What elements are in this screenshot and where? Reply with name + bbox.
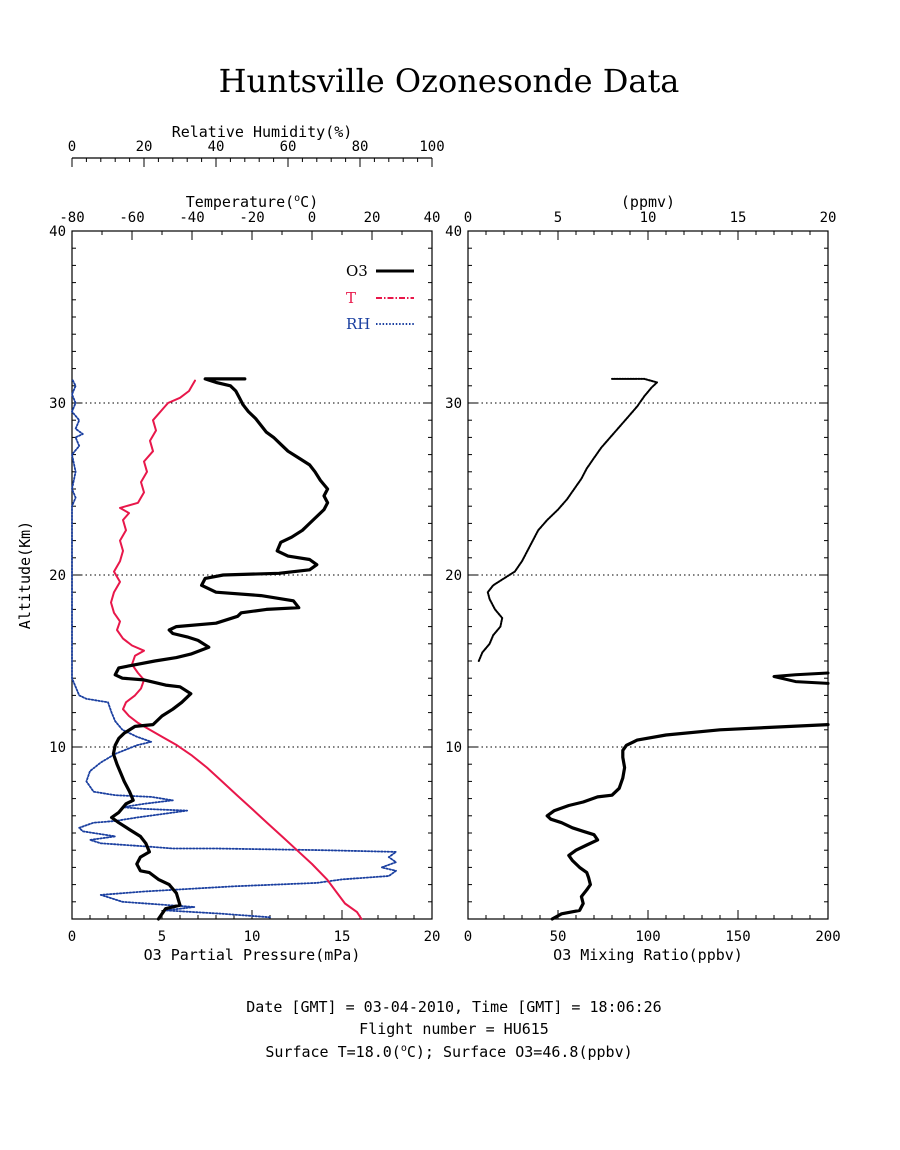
- footer-date-line: Date [GMT] = 03-04-2010, Time [GMT] = 18…: [246, 998, 661, 1016]
- temperature-tick-label: -80: [59, 210, 84, 226]
- y-axis-label: Altitude(Km): [16, 521, 34, 629]
- temperature-tick-label: -20: [239, 210, 264, 226]
- legend-t-label: T: [346, 289, 356, 307]
- ppmv-axis-label: (ppmv): [621, 193, 675, 211]
- x-tick-label: 5: [158, 929, 166, 945]
- left-panel: 0 5 10 15 20 -80 -60 -40 -20 0 20 40 0 20 40 60 80 100 10 2…: [16, 123, 445, 964]
- x-tick-label: 150: [725, 929, 750, 945]
- right-panel: 0 50 100 150 200 0 5 10 15 20 10 20 30 40 O3 Mixing Ra…: [445, 193, 841, 964]
- x-tick-label: 0: [68, 929, 76, 945]
- y-tick-label: 40: [445, 224, 462, 240]
- temperature-tick-label: 20: [364, 210, 381, 226]
- humidity-axis-label: Relative Humidity(%): [172, 123, 353, 141]
- humidity-tick-label: 0: [68, 139, 76, 155]
- temperature-tick-label: -40: [179, 210, 204, 226]
- rh-series-line: [71, 378, 397, 919]
- humidity-tick-label: 20: [136, 139, 153, 155]
- legend-o3-label: O3: [346, 262, 368, 280]
- temperature-axis-label: Temperature(oC): [186, 193, 318, 211]
- footer-surface-line: Surface T=18.0(oC); Surface O3=46.8(ppbv…: [265, 1043, 632, 1061]
- x-tick-label: 200: [815, 929, 840, 945]
- y-tick-label: 10: [445, 740, 462, 756]
- y-tick-label: 20: [49, 568, 66, 584]
- x-axis-label: O3 Partial Pressure(mPa): [144, 946, 361, 964]
- footer: Date [GMT] = 03-04-2010, Time [GMT] = 18…: [246, 998, 661, 1061]
- y-tick-label: 30: [49, 396, 66, 412]
- temperature-tick-label: 0: [308, 210, 316, 226]
- x-tick-label: 0: [464, 929, 472, 945]
- ppmv-tick-label: 20: [820, 210, 837, 226]
- y-tick-label: 20: [445, 568, 462, 584]
- humidity-tick-label: 100: [419, 139, 444, 155]
- ppmv-tick-label: 15: [730, 210, 747, 226]
- y-tick-label: 40: [49, 224, 66, 240]
- x-axis-label: O3 Mixing Ratio(ppbv): [553, 946, 743, 964]
- ppmv-tick-label: 0: [464, 210, 472, 226]
- temperature-tick-label: 40: [424, 210, 441, 226]
- humidity-tick-label: 80: [352, 139, 369, 155]
- o3-mixing-ratio-line: [545, 723, 830, 921]
- chart-title: Huntsville Ozonesonde Data: [219, 62, 680, 100]
- o3-series-line: [110, 377, 330, 921]
- ppmv-tick-label: 5: [554, 210, 562, 226]
- x-tick-label: 10: [244, 929, 261, 945]
- x-tick-label: 50: [550, 929, 567, 945]
- footer-flight-line: Flight number = HU615: [359, 1020, 549, 1038]
- temperature-tick-label: -60: [119, 210, 144, 226]
- x-tick-label: 15: [334, 929, 351, 945]
- o3-mixing-ratio-spike-line: [772, 671, 830, 685]
- x-tick-label: 20: [424, 929, 441, 945]
- humidity-tick-label: 40: [208, 139, 225, 155]
- legend-rh-label: RH: [346, 315, 370, 333]
- ppmv-tick-label: 10: [640, 210, 657, 226]
- temperature-series-line: [110, 379, 363, 920]
- o3-ppmv-line: [477, 377, 658, 662]
- y-tick-label: 10: [49, 740, 66, 756]
- humidity-tick-label: 60: [280, 139, 297, 155]
- x-tick-label: 100: [635, 929, 660, 945]
- y-tick-label: 30: [445, 396, 462, 412]
